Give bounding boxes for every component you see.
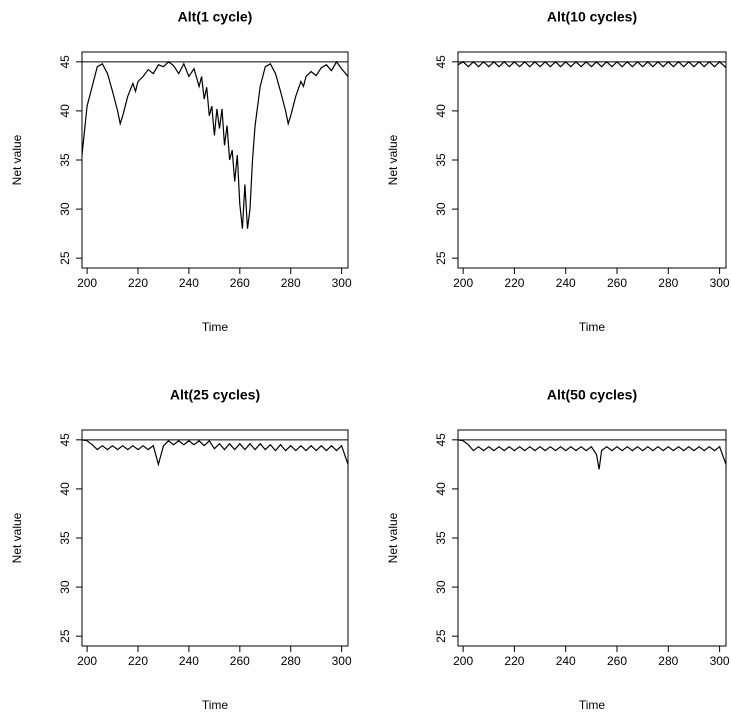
x-tick-label: 260 (607, 654, 627, 668)
x-tick-label: 200 (453, 276, 473, 290)
x-tick-label: 220 (128, 276, 148, 290)
x-tick-label: 200 (77, 654, 97, 668)
y-tick-label: 25 (434, 251, 448, 265)
y-tick-label: 45 (58, 433, 72, 447)
x-tick-label: 240 (556, 654, 576, 668)
y-tick-label: 25 (58, 629, 72, 643)
plot-box (81, 51, 349, 269)
y-axis-label: Net value (10, 512, 24, 563)
y-tick-label: 45 (434, 55, 448, 69)
data-line (81, 439, 349, 467)
y-tick-label: 40 (58, 104, 72, 118)
x-axis-label: Time (579, 698, 606, 712)
x-tick-label: 240 (179, 654, 199, 668)
data-line (81, 60, 349, 229)
y-tick-label: 45 (58, 55, 72, 69)
y-tick-label: 40 (58, 482, 72, 496)
y-tick-label: 30 (58, 580, 72, 594)
x-tick-label: 300 (332, 276, 352, 290)
y-tick-label: 35 (58, 153, 72, 167)
plot-box (457, 51, 727, 269)
y-tick-label: 35 (58, 531, 72, 545)
x-tick-label: 300 (710, 276, 730, 290)
x-tick-label: 280 (658, 654, 678, 668)
x-tick-label: 280 (281, 276, 301, 290)
x-axis-label: Time (202, 320, 229, 334)
panel-title: Alt(1 cycle) (178, 9, 253, 25)
x-tick-label: 240 (556, 276, 576, 290)
y-tick-label: 25 (58, 251, 72, 265)
x-tick-label: 280 (658, 276, 678, 290)
x-tick-label: 200 (453, 654, 473, 668)
panel-title: Alt(50 cycles) (547, 387, 637, 403)
y-tick-label: 30 (434, 202, 448, 216)
plot-box (457, 429, 727, 647)
x-tick-label: 240 (179, 276, 199, 290)
y-axis-label: Net value (386, 512, 400, 563)
x-tick-label: 260 (230, 654, 250, 668)
data-line (457, 60, 727, 69)
x-axis-label: Time (579, 320, 606, 334)
y-tick-label: 35 (434, 531, 448, 545)
plot-box (81, 429, 349, 647)
y-tick-label: 35 (434, 153, 448, 167)
x-tick-label: 200 (77, 276, 97, 290)
y-axis-label: Net value (386, 134, 400, 185)
x-tick-label: 260 (607, 276, 627, 290)
x-tick-label: 260 (230, 276, 250, 290)
y-tick-label: 40 (434, 104, 448, 118)
x-tick-label: 220 (504, 654, 524, 668)
x-tick-label: 280 (281, 654, 301, 668)
x-tick-label: 220 (128, 654, 148, 668)
x-tick-label: 300 (710, 654, 730, 668)
panel-title: Alt(10 cycles) (547, 9, 637, 25)
y-tick-label: 40 (434, 482, 448, 496)
y-tick-label: 30 (58, 202, 72, 216)
x-tick-label: 300 (332, 654, 352, 668)
y-tick-label: 45 (434, 433, 448, 447)
y-tick-label: 30 (434, 580, 448, 594)
x-axis-label: Time (202, 698, 229, 712)
data-line (457, 439, 727, 470)
x-tick-label: 220 (504, 276, 524, 290)
y-tick-label: 25 (434, 629, 448, 643)
y-axis-label: Net value (10, 134, 24, 185)
panel-title: Alt(25 cycles) (170, 387, 260, 403)
